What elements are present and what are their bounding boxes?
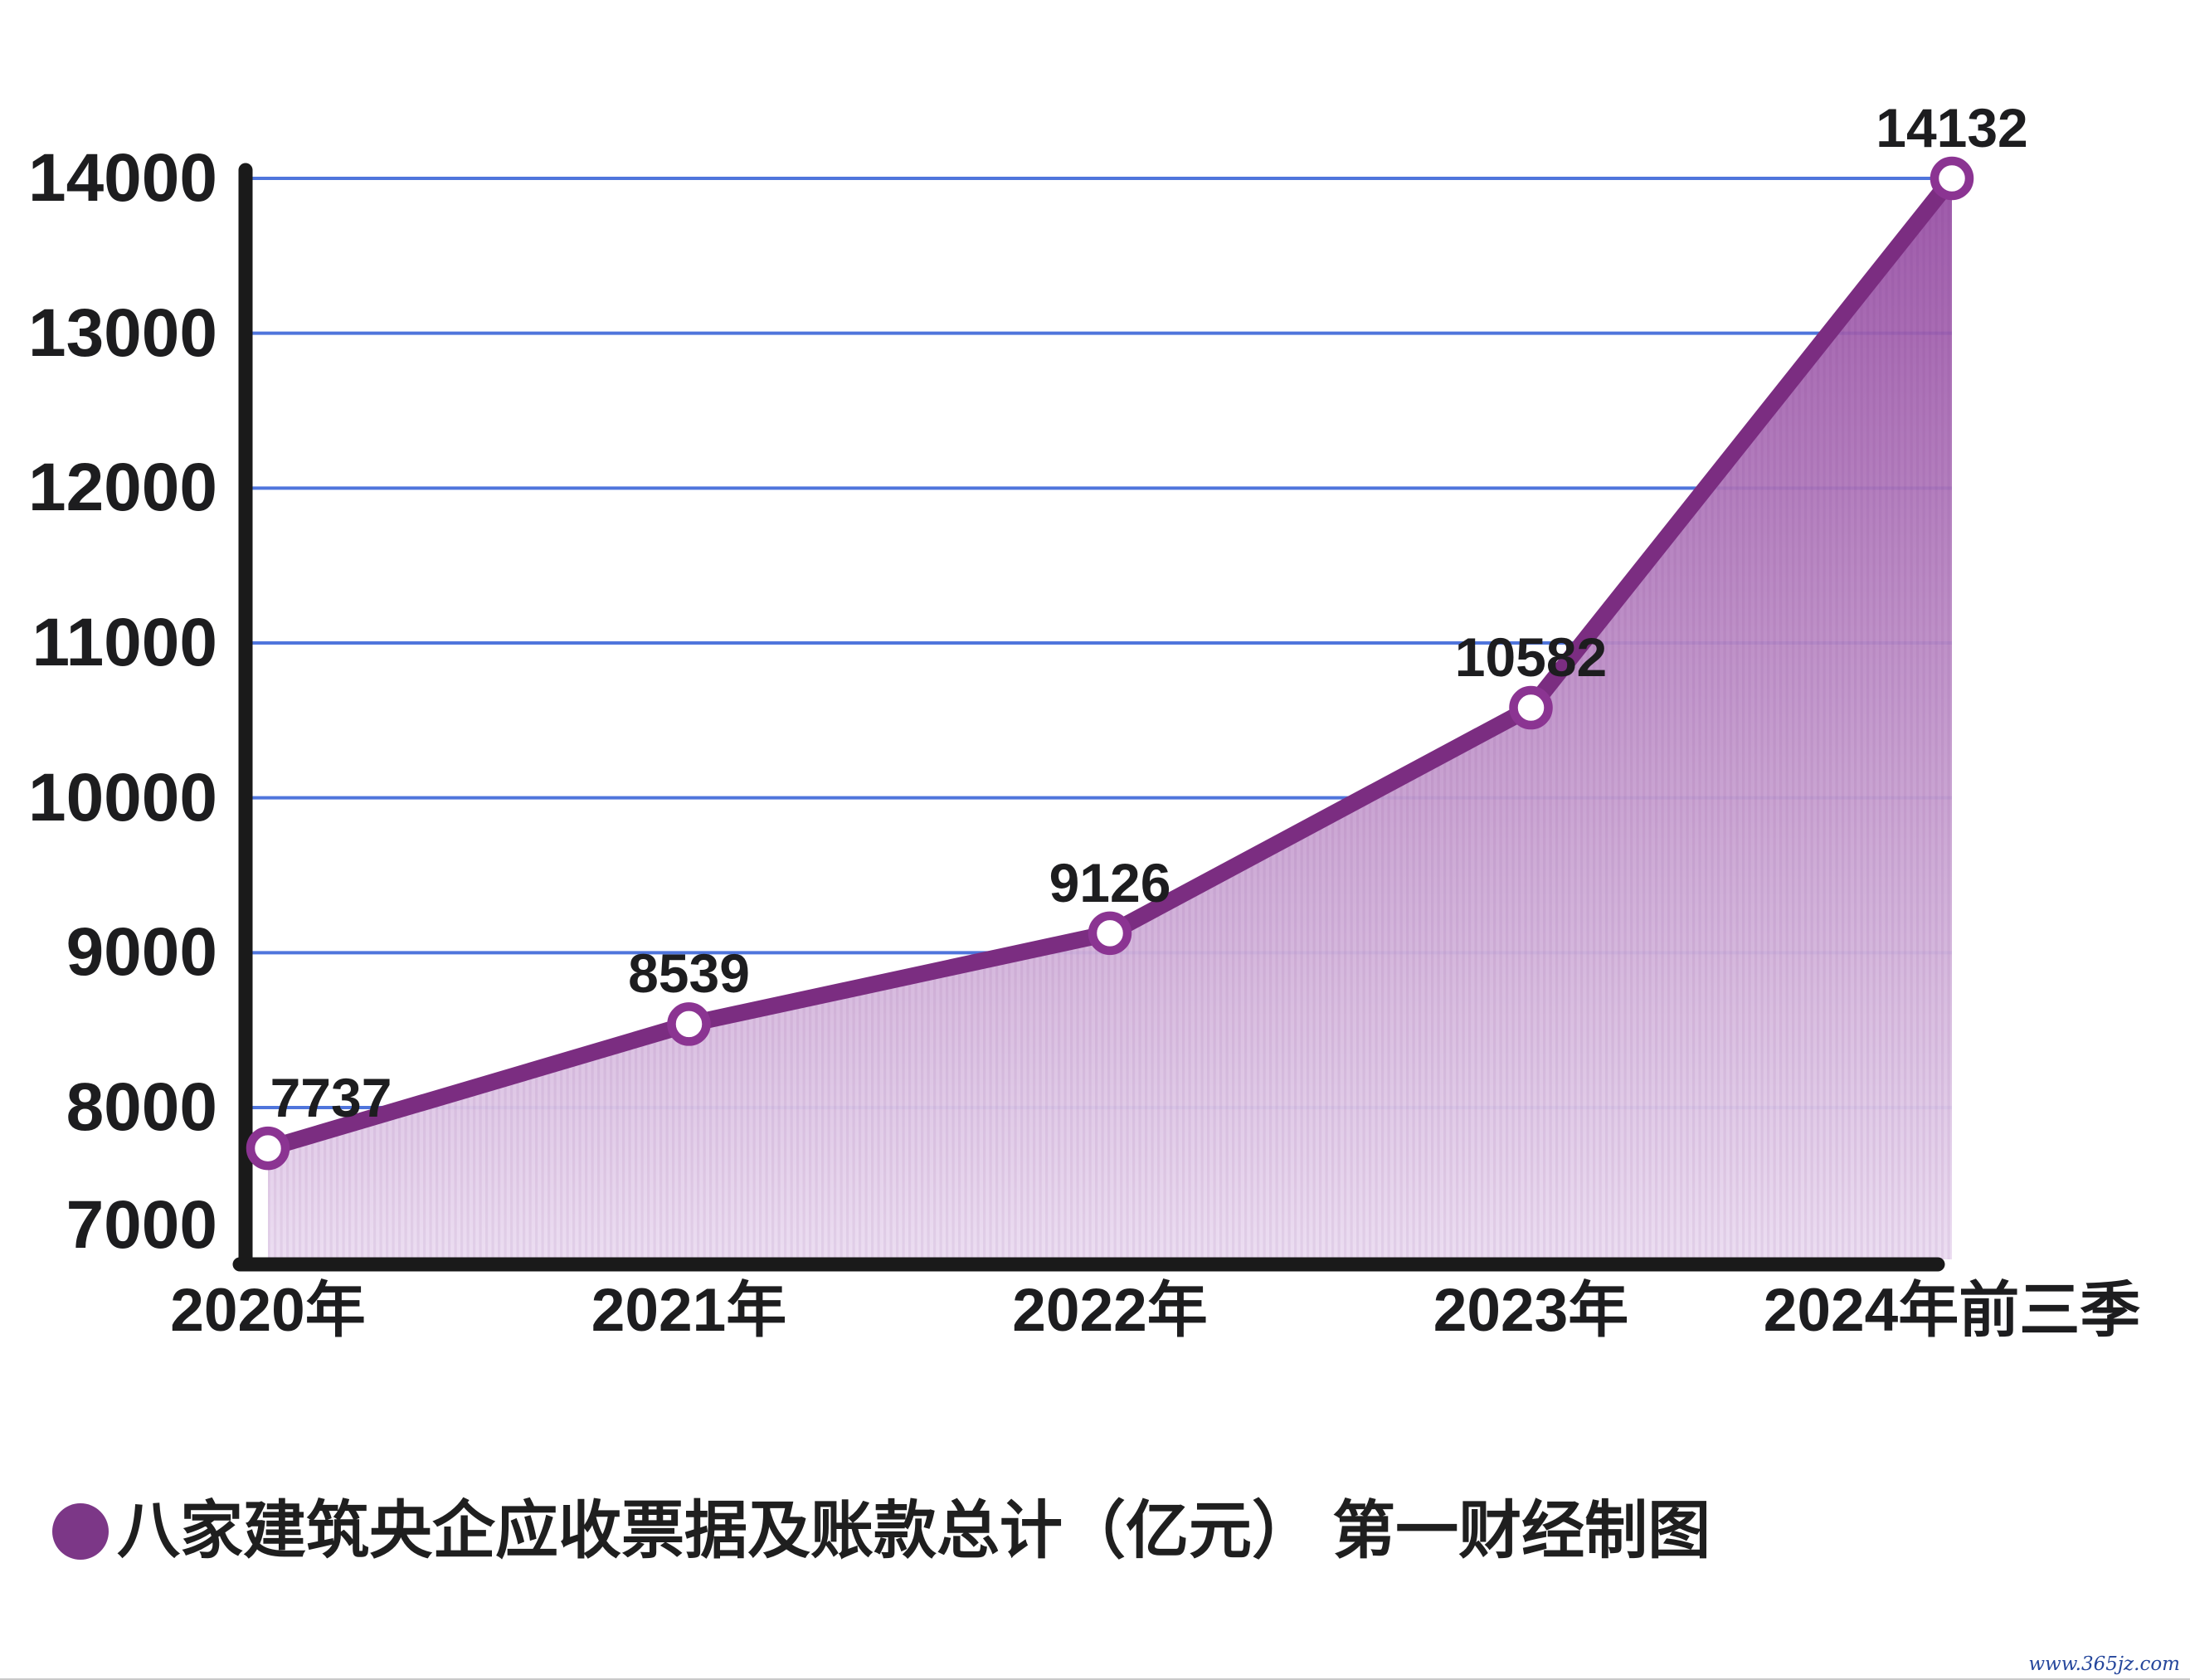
y-axis-label: 8000 <box>66 1069 217 1145</box>
x-axis-label: 2021年 <box>591 1277 787 1344</box>
watermark: www.365jz.com <box>2028 1653 2180 1675</box>
x-axis-label: 2022年 <box>1012 1277 1208 1344</box>
x-axis-label: 2024年前三季 <box>1763 1277 2141 1344</box>
x-axis-label: 2020年 <box>170 1277 366 1344</box>
y-axis-label: 9000 <box>66 914 217 991</box>
data-point-marker <box>667 1002 711 1046</box>
data-label: 9126 <box>1049 851 1171 913</box>
bottom-divider <box>0 1678 2190 1680</box>
legend-dot-icon <box>52 1503 109 1560</box>
y-axis-label: 13000 <box>27 295 217 371</box>
legend: 八家建筑央企应收票据及账款总计（亿元） 第一财经制图 <box>52 1493 1711 1570</box>
data-point-marker <box>1930 156 1974 201</box>
y-axis-label: 14000 <box>27 140 217 216</box>
data-point-marker <box>246 1126 290 1171</box>
data-label: 8539 <box>628 942 750 1005</box>
y-axis-label: 7000 <box>66 1186 217 1263</box>
data-point-marker <box>1509 685 1553 730</box>
y-axis-label: 11000 <box>32 605 218 680</box>
data-label: 14132 <box>1876 97 2028 158</box>
legend-label: 八家建筑央企应收票据及账款总计（亿元） 第一财经制图 <box>117 1496 1711 1566</box>
x-axis-label: 2023年 <box>1433 1277 1629 1344</box>
area-fill-stripes <box>268 178 1952 1259</box>
y-axis-label: 12000 <box>27 450 217 526</box>
data-label: 7737 <box>270 1067 392 1129</box>
data-label: 10582 <box>1454 626 1608 689</box>
data-point-marker <box>1088 911 1132 956</box>
y-axis-label: 10000 <box>27 759 217 835</box>
